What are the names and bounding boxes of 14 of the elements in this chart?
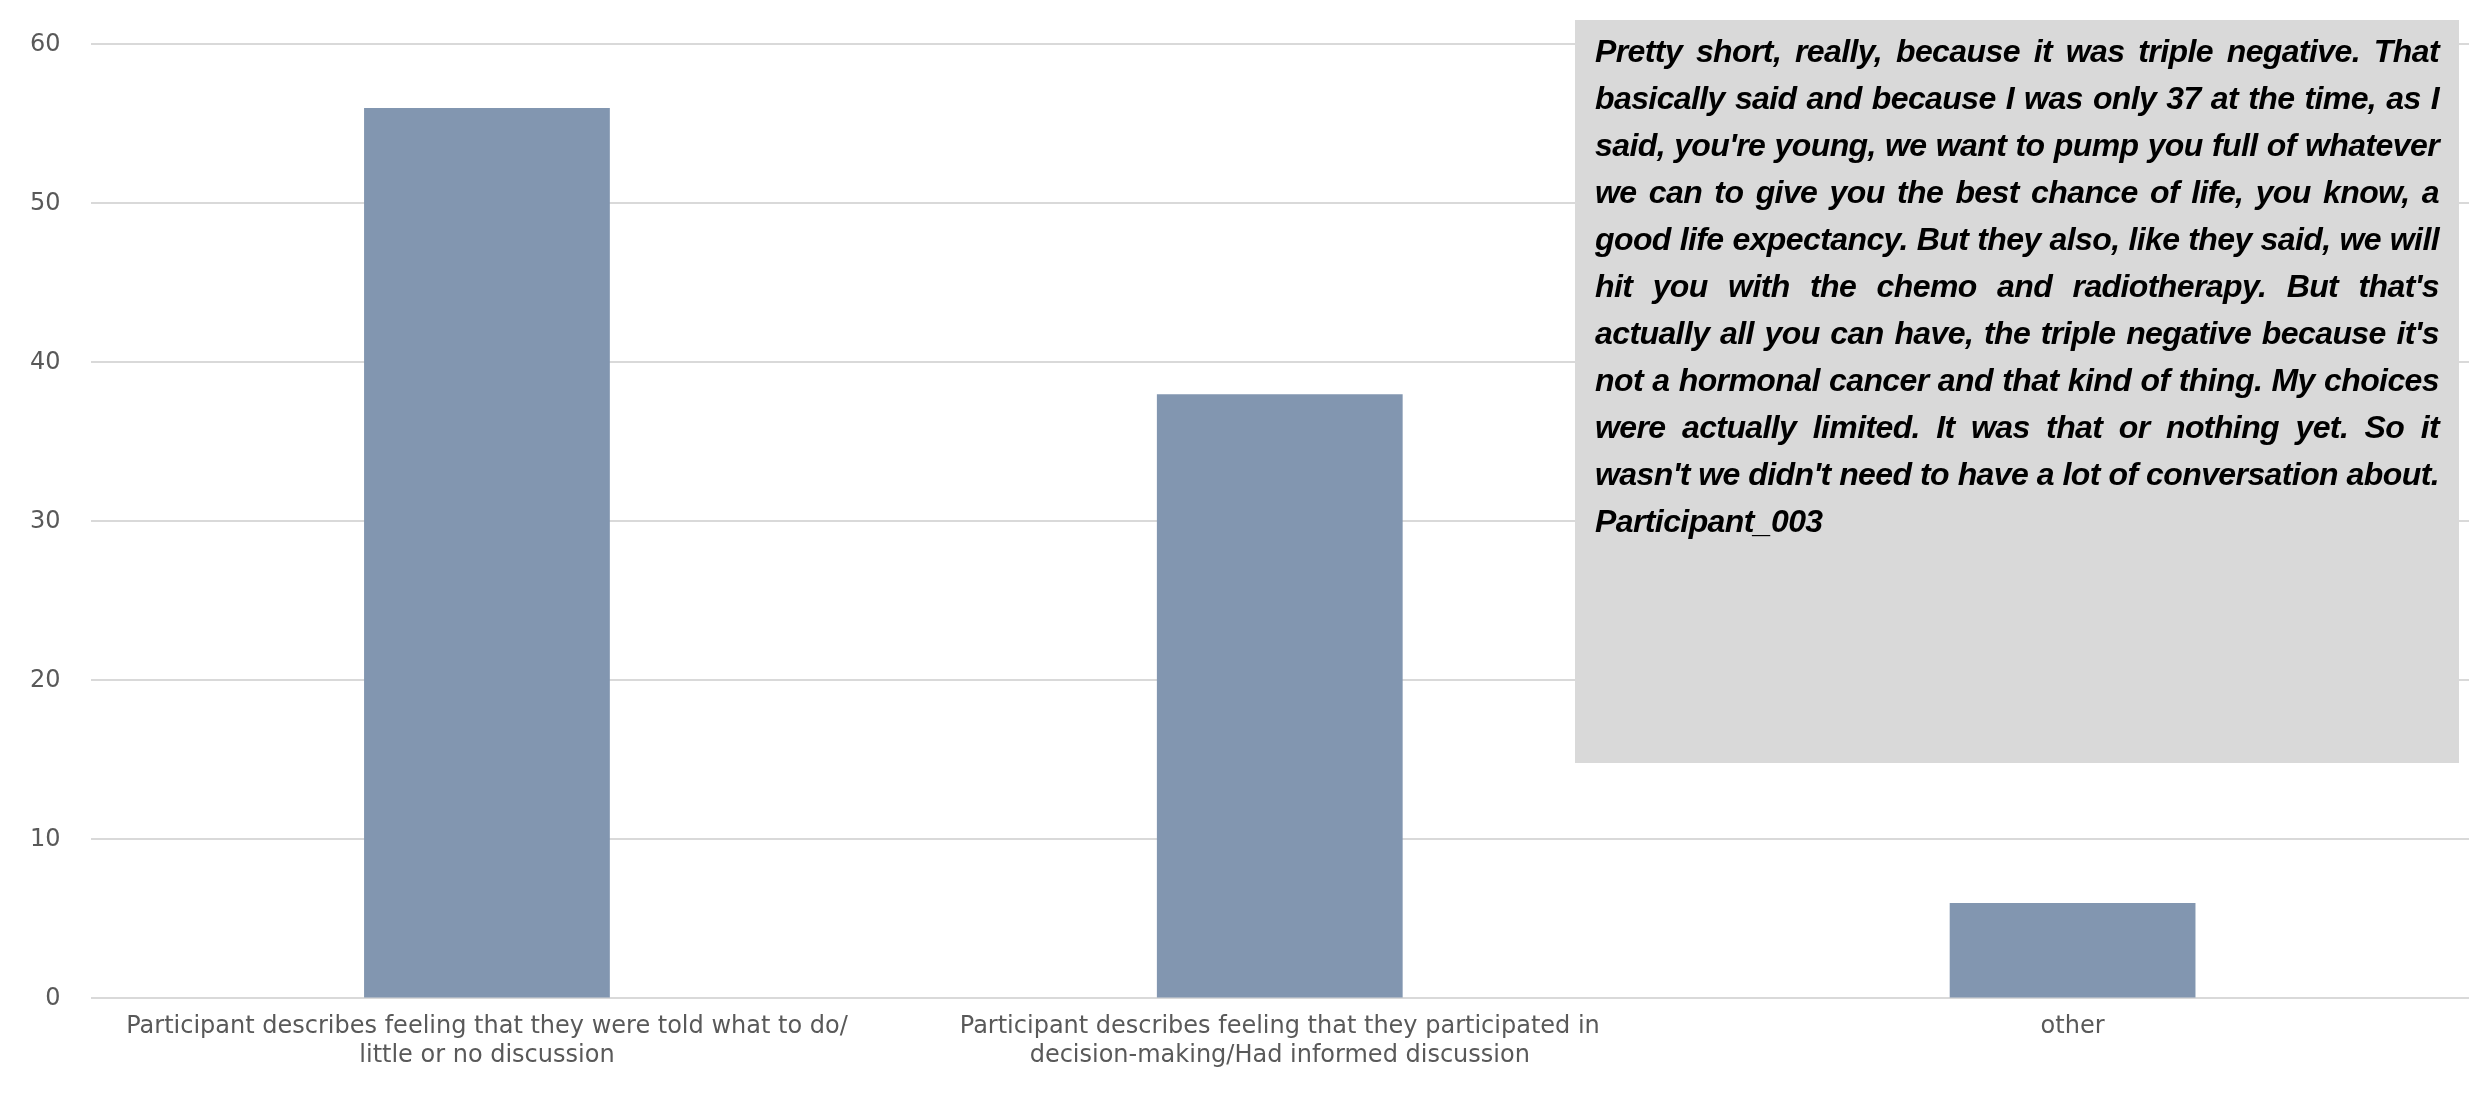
- x-tick-label: other: [2040, 1011, 2105, 1040]
- y-tick-label: 40: [29, 346, 61, 375]
- quote-box: Pretty short, really, because it was triple negative. That basically said and because I was only 37 at the time, as I said, you're young, we want to pump you full of whatever we can to give you the best chance of life, you know, a good life expectancy. But they also, like they said, we will hit you with the chemo and radiotherapy. But that's actually all you can have, the triple negative because it's not a hormonal cancer and that kind of thing. My choices were actually limited. It was that or nothing yet. So it wasn't we didn't need to have a lot of conversation about. Participant_003: [1575, 20, 2459, 763]
- y-tick-label: 10: [29, 823, 61, 852]
- bar: [1949, 903, 2196, 998]
- y-tick-label: 60: [29, 28, 61, 57]
- x-tick-label: Participant describes feeling that they were told what to do/ little or no discussion: [126, 1011, 849, 1068]
- bar: [1156, 394, 1403, 998]
- y-tick-label: 20: [29, 664, 61, 693]
- y-tick-label: 30: [29, 505, 61, 534]
- bar: [364, 108, 610, 998]
- y-tick-label: 50: [29, 187, 61, 216]
- y-tick-label: 0: [45, 982, 61, 1011]
- x-tick-label: Participant describes feeling that they participated in decision-making/Had informed discussion: [959, 1011, 1600, 1068]
